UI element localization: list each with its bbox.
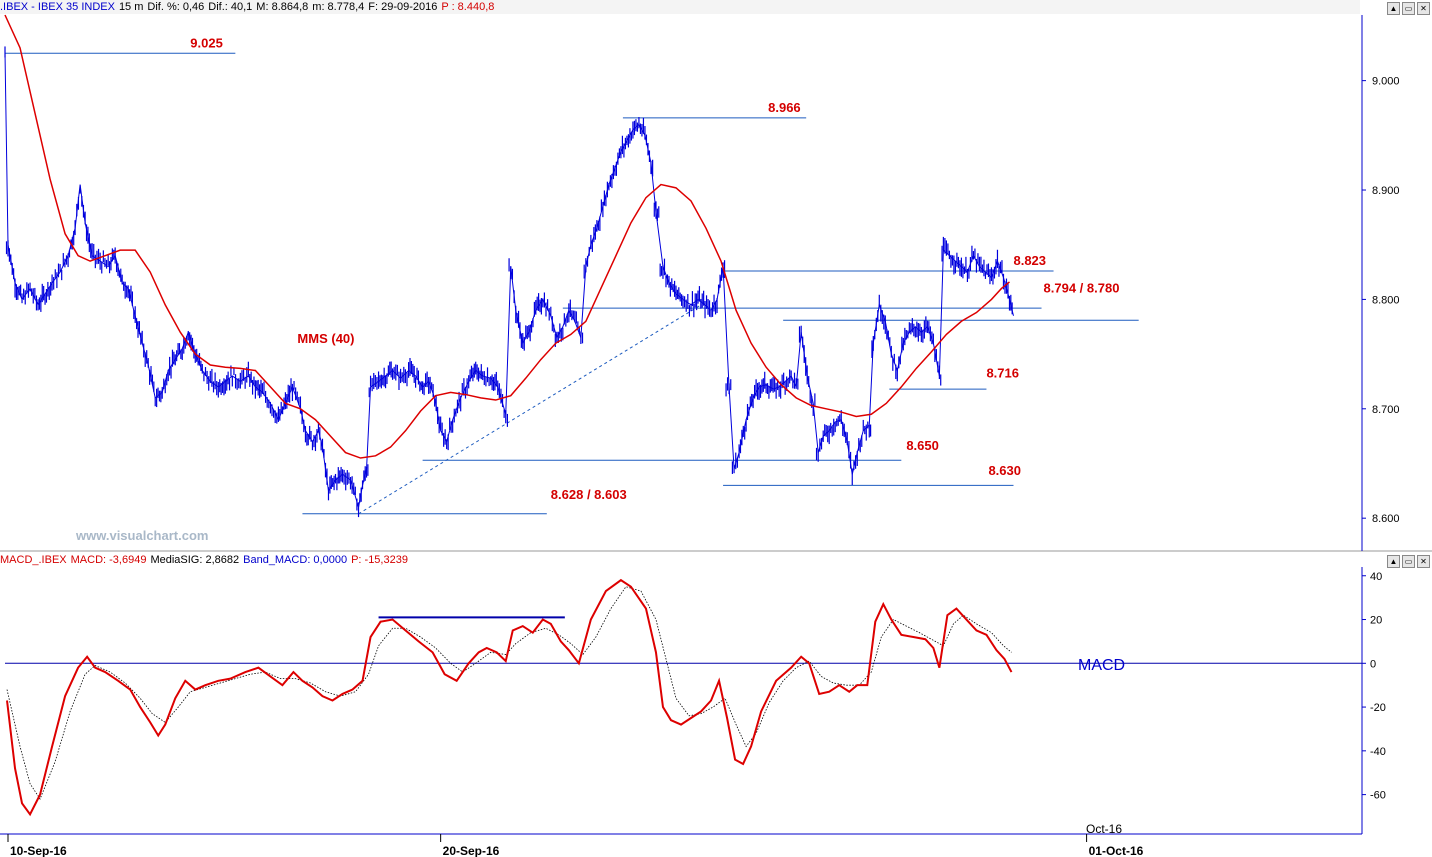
x-top-label: Oct-16 (1086, 822, 1122, 836)
macd-value: MACD: -3,6949 (70, 554, 147, 566)
close-button[interactable]: ✕ (1417, 2, 1430, 15)
macd-line (6, 578, 1013, 817)
macd-y-tick-label: -60 (1370, 790, 1386, 802)
level-label: 8.628 / 8.603 (551, 487, 627, 502)
trendline (358, 304, 702, 515)
macd-y-tick-label: 20 (1370, 615, 1382, 627)
price-bars (4, 46, 1013, 518)
price-series-line (4, 53, 1014, 508)
x-tick-label: 20-Sep-16 (443, 844, 500, 857)
price-y-tick-label: 8.900 (1372, 185, 1400, 197)
macd-scroll-up-button[interactable]: ▲ (1387, 555, 1400, 568)
maximize-button[interactable]: ▭ (1402, 2, 1415, 15)
price-y-tick-label: 9.000 (1372, 76, 1400, 88)
signal-line (6, 586, 1012, 800)
macd-y-tick-label: -40 (1370, 746, 1386, 758)
x-tick-label: 01-Oct-16 (1089, 844, 1144, 857)
price-value: P : 8.440,8 (441, 1, 495, 13)
price-y-tick-label: 8.700 (1372, 404, 1400, 416)
dif: Dif.: 40,1 (208, 1, 253, 13)
instrument-name: .IBEX - IBEX 35 INDEX (0, 1, 115, 13)
macd-panel-label: MACD (1078, 657, 1125, 674)
macd-y-tick-label: 0 (1370, 658, 1376, 670)
macd-window-buttons: ▲ ▭ ✕ (1387, 555, 1430, 568)
level-label: 9.025 (190, 35, 223, 50)
interval: 15 m (118, 1, 144, 13)
level-label: 8.794 / 8.780 (1044, 280, 1120, 295)
macd-maximize-button[interactable]: ▭ (1402, 555, 1415, 568)
level-label: 8.630 (988, 463, 1021, 478)
moving-average-line (4, 14, 1010, 459)
band-value: Band_MACD: 0,0000 (243, 554, 348, 566)
price-y-tick-label: 8.800 (1372, 294, 1400, 306)
mms-label: MMS (40) (297, 331, 354, 346)
level-label: 8.823 (1013, 253, 1046, 268)
min-value: m: 8.778,4 (312, 1, 365, 13)
x-tick-label: 10-Sep-16 (10, 844, 67, 857)
macd-panel-header: MACD_.IBEX MACD: -3,6949 MediaSIG: 2,8682 B… (0, 553, 1360, 567)
macd-name: MACD_.IBEX (0, 554, 67, 566)
macd-y-tick-label: 40 (1370, 571, 1382, 583)
signal-value: MediaSIG: 2,8682 (150, 554, 240, 566)
level-label: 8.716 (986, 366, 1019, 381)
macd-y-tick-label: -20 (1370, 702, 1386, 714)
macd-close-button[interactable]: ✕ (1417, 555, 1430, 568)
price-panel-header: .IBEX - IBEX 35 INDEX 15 m Dif. %: 0,46 Dif… (0, 0, 1360, 14)
price-window-buttons: ▲ ▭ ✕ (1387, 2, 1430, 15)
level-label: 8.966 (768, 100, 801, 115)
max-value: M: 8.864,8 (256, 1, 309, 13)
date-value: F: 29-09-2016 (368, 1, 438, 13)
dif-pct: Dif. %: 0,46 (147, 1, 205, 13)
level-label: 8.650 (906, 438, 939, 453)
scroll-up-button[interactable]: ▲ (1387, 2, 1400, 15)
macd-price-value: P: -15,3239 (351, 554, 408, 566)
watermark: www.visualchart.com (75, 528, 208, 543)
price-y-tick-label: 8.600 (1372, 513, 1400, 525)
